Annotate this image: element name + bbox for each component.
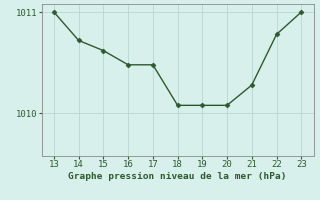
X-axis label: Graphe pression niveau de la mer (hPa): Graphe pression niveau de la mer (hPa) bbox=[68, 172, 287, 181]
